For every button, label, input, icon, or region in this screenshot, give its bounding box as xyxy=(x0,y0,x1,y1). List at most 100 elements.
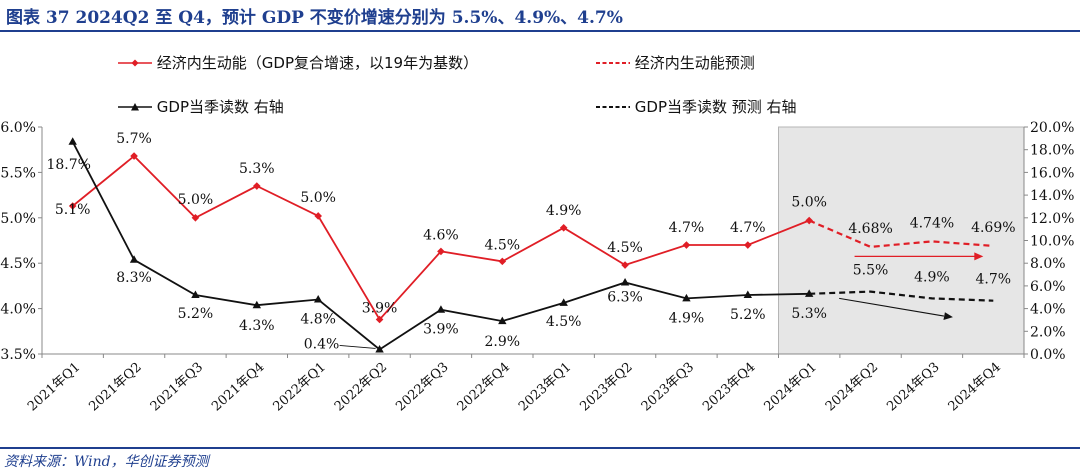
black-series-data-label: 18.7% xyxy=(46,157,90,173)
black-series-marker xyxy=(682,293,691,302)
legend-symbol-red-dashed xyxy=(596,61,630,64)
legend-symbol-black-dashed xyxy=(596,105,630,108)
x-axis-tick-label: 2021年Q4 xyxy=(209,360,267,415)
black-series-marker xyxy=(498,316,507,325)
red-forecast-data-label: 4.68% xyxy=(848,221,892,237)
left-axis-tick-label: 4.5% xyxy=(0,256,36,272)
red-series-data-label: 5.1% xyxy=(55,202,91,218)
leader-line-0-4 xyxy=(339,345,376,349)
left-axis-tick-label: 6.0% xyxy=(0,120,36,136)
red-series-data-label: 4.7% xyxy=(669,220,705,236)
red-series-marker xyxy=(559,223,568,232)
black-series-data-label: 4.9% xyxy=(669,310,705,326)
right-axis-tick-label: 20.0% xyxy=(1030,120,1074,136)
red-series-data-label: 4.9% xyxy=(546,203,582,219)
red-series-marker xyxy=(682,241,691,249)
x-axis-tick-label: 2024年Q2 xyxy=(823,360,881,415)
red-series-marker xyxy=(375,315,384,324)
black-series-data-label: 8.3% xyxy=(116,270,152,286)
x-axis-tick-label: 2022年Q1 xyxy=(271,360,329,415)
black-series-data-label: 2.9% xyxy=(485,334,521,350)
black-series-data-label: 4.3% xyxy=(239,318,275,334)
black-trend-arrow-shaft xyxy=(839,297,945,317)
red-series-data-label: 5.7% xyxy=(116,131,152,147)
red-forecast-data-label: 4.74% xyxy=(910,215,954,231)
right-axis-tick-label: 12.0% xyxy=(1030,211,1074,227)
legend-label-red-solid: 经济内生动能（GDP复合增速，以19年为基数） xyxy=(156,54,479,72)
black-trend-arrow-head xyxy=(943,312,953,320)
red-series-data-label: 5.0% xyxy=(791,195,827,211)
black-series-marker xyxy=(252,300,262,309)
black-forecast-data-label: 5.5% xyxy=(853,263,889,279)
red-series-data-label: 3.9% xyxy=(362,300,398,316)
red-series-data-label: 5.0% xyxy=(300,190,336,206)
black-series-marker xyxy=(68,137,77,145)
x-axis-tick-label: 2021年Q2 xyxy=(86,360,144,415)
x-axis-tick-label: 2024年Q3 xyxy=(884,360,942,415)
right-axis-tick-label: 4.0% xyxy=(1030,302,1066,318)
left-axis-tick-label: 4.0% xyxy=(0,302,36,318)
legend-symbol-red-solid xyxy=(118,59,152,66)
left-axis-tick-label: 5.5% xyxy=(0,165,36,181)
x-axis-tick-label: 2022年Q2 xyxy=(332,360,390,415)
black-series-marker xyxy=(191,290,200,298)
red-series-data-label: 5.3% xyxy=(239,161,275,177)
x-axis-tick-label: 2023年Q2 xyxy=(577,360,635,415)
red-series-marker xyxy=(744,241,752,249)
forecast-shaded-region xyxy=(778,126,1025,355)
x-axis-tick-label: 2023年Q3 xyxy=(639,360,697,415)
x-axis-tick-label: 2022年Q3 xyxy=(393,360,451,415)
black-series-data-label: 5.3% xyxy=(791,306,827,322)
right-axis-tick-label: 2.0% xyxy=(1030,324,1066,340)
black-forecast-line xyxy=(809,290,994,302)
black-series-marker xyxy=(129,255,139,263)
right-axis-tick-label: 16.0% xyxy=(1030,165,1074,181)
x-axis-tick-label: 2022年Q4 xyxy=(455,360,513,415)
right-axis-tick-label: 10.0% xyxy=(1030,234,1074,250)
right-axis-tick-label: 18.0% xyxy=(1030,143,1074,159)
black-series-marker xyxy=(436,305,446,313)
black-forecast-data-label: 4.7% xyxy=(976,272,1012,288)
legend-label-black-dashed: GDP当季读数 预测 右轴 xyxy=(634,98,797,116)
bottom-rule xyxy=(0,447,1080,449)
red-series-marker xyxy=(805,216,813,225)
black-series-data-label: 5.2% xyxy=(178,306,214,322)
red-series-marker xyxy=(68,202,77,210)
black-series-data-label: 6.3% xyxy=(607,289,643,305)
red-forecast-line xyxy=(808,219,994,249)
black-series-data-label: 3.9% xyxy=(423,322,459,338)
red-series-marker xyxy=(253,182,261,190)
red-forecast-data-label: 4.69% xyxy=(971,220,1015,236)
x-axis-tick-label: 2023年Q1 xyxy=(516,360,574,415)
legend-item-black-dashed: GDP当季读数 预测 右轴 xyxy=(596,96,797,117)
legend-item-black-solid: GDP当季读数 右轴 xyxy=(118,96,284,117)
black-series-marker xyxy=(620,277,630,286)
x-axis-tick-label: 2024年Q1 xyxy=(762,360,820,415)
black-series-data-label: 4.8% xyxy=(300,312,336,328)
right-axis-tick-label: 0.0% xyxy=(1030,347,1066,363)
legend-item-red-dashed: 经济内生动能预测 xyxy=(596,52,755,73)
x-axis-tick-label: 2021年Q3 xyxy=(148,360,206,415)
red-series-marker xyxy=(498,257,507,266)
right-axis-tick-label: 6.0% xyxy=(1030,279,1066,295)
red-series-marker xyxy=(130,152,138,160)
x-axis-tick-label: 2021年Q1 xyxy=(25,360,83,415)
title-bar: 图表 37 2024Q2 至 Q4，预计 GDP 不变价增速分别为 5.5%、4… xyxy=(0,0,1080,30)
legend-item-red-solid: 经济内生动能（GDP复合增速，以19年为基数） xyxy=(118,52,478,73)
x-axis-tick-label: 2023年Q4 xyxy=(700,360,758,415)
red-series-marker xyxy=(437,247,445,256)
red-series-data-label: 4.6% xyxy=(423,227,459,243)
black-forecast-data-label: 4.9% xyxy=(914,269,950,285)
red-series-data-label: 4.5% xyxy=(607,240,643,256)
red-series-data-label: 5.0% xyxy=(178,192,214,208)
right-axis-tick-label: 14.0% xyxy=(1030,188,1074,204)
black-series-marker xyxy=(313,295,323,303)
black-series-data-label: 5.2% xyxy=(730,307,766,323)
red-trend-arrow-head xyxy=(974,252,984,261)
chart-title: 图表 37 2024Q2 至 Q4，预计 GDP 不变价增速分别为 5.5%、4… xyxy=(6,8,623,28)
left-axis-tick-label: 5.0% xyxy=(0,211,36,227)
red-series-marker xyxy=(621,261,629,269)
black-series-data-label: 0.4% xyxy=(304,336,340,352)
x-axis-tick-label: 2024年Q4 xyxy=(946,360,1004,415)
